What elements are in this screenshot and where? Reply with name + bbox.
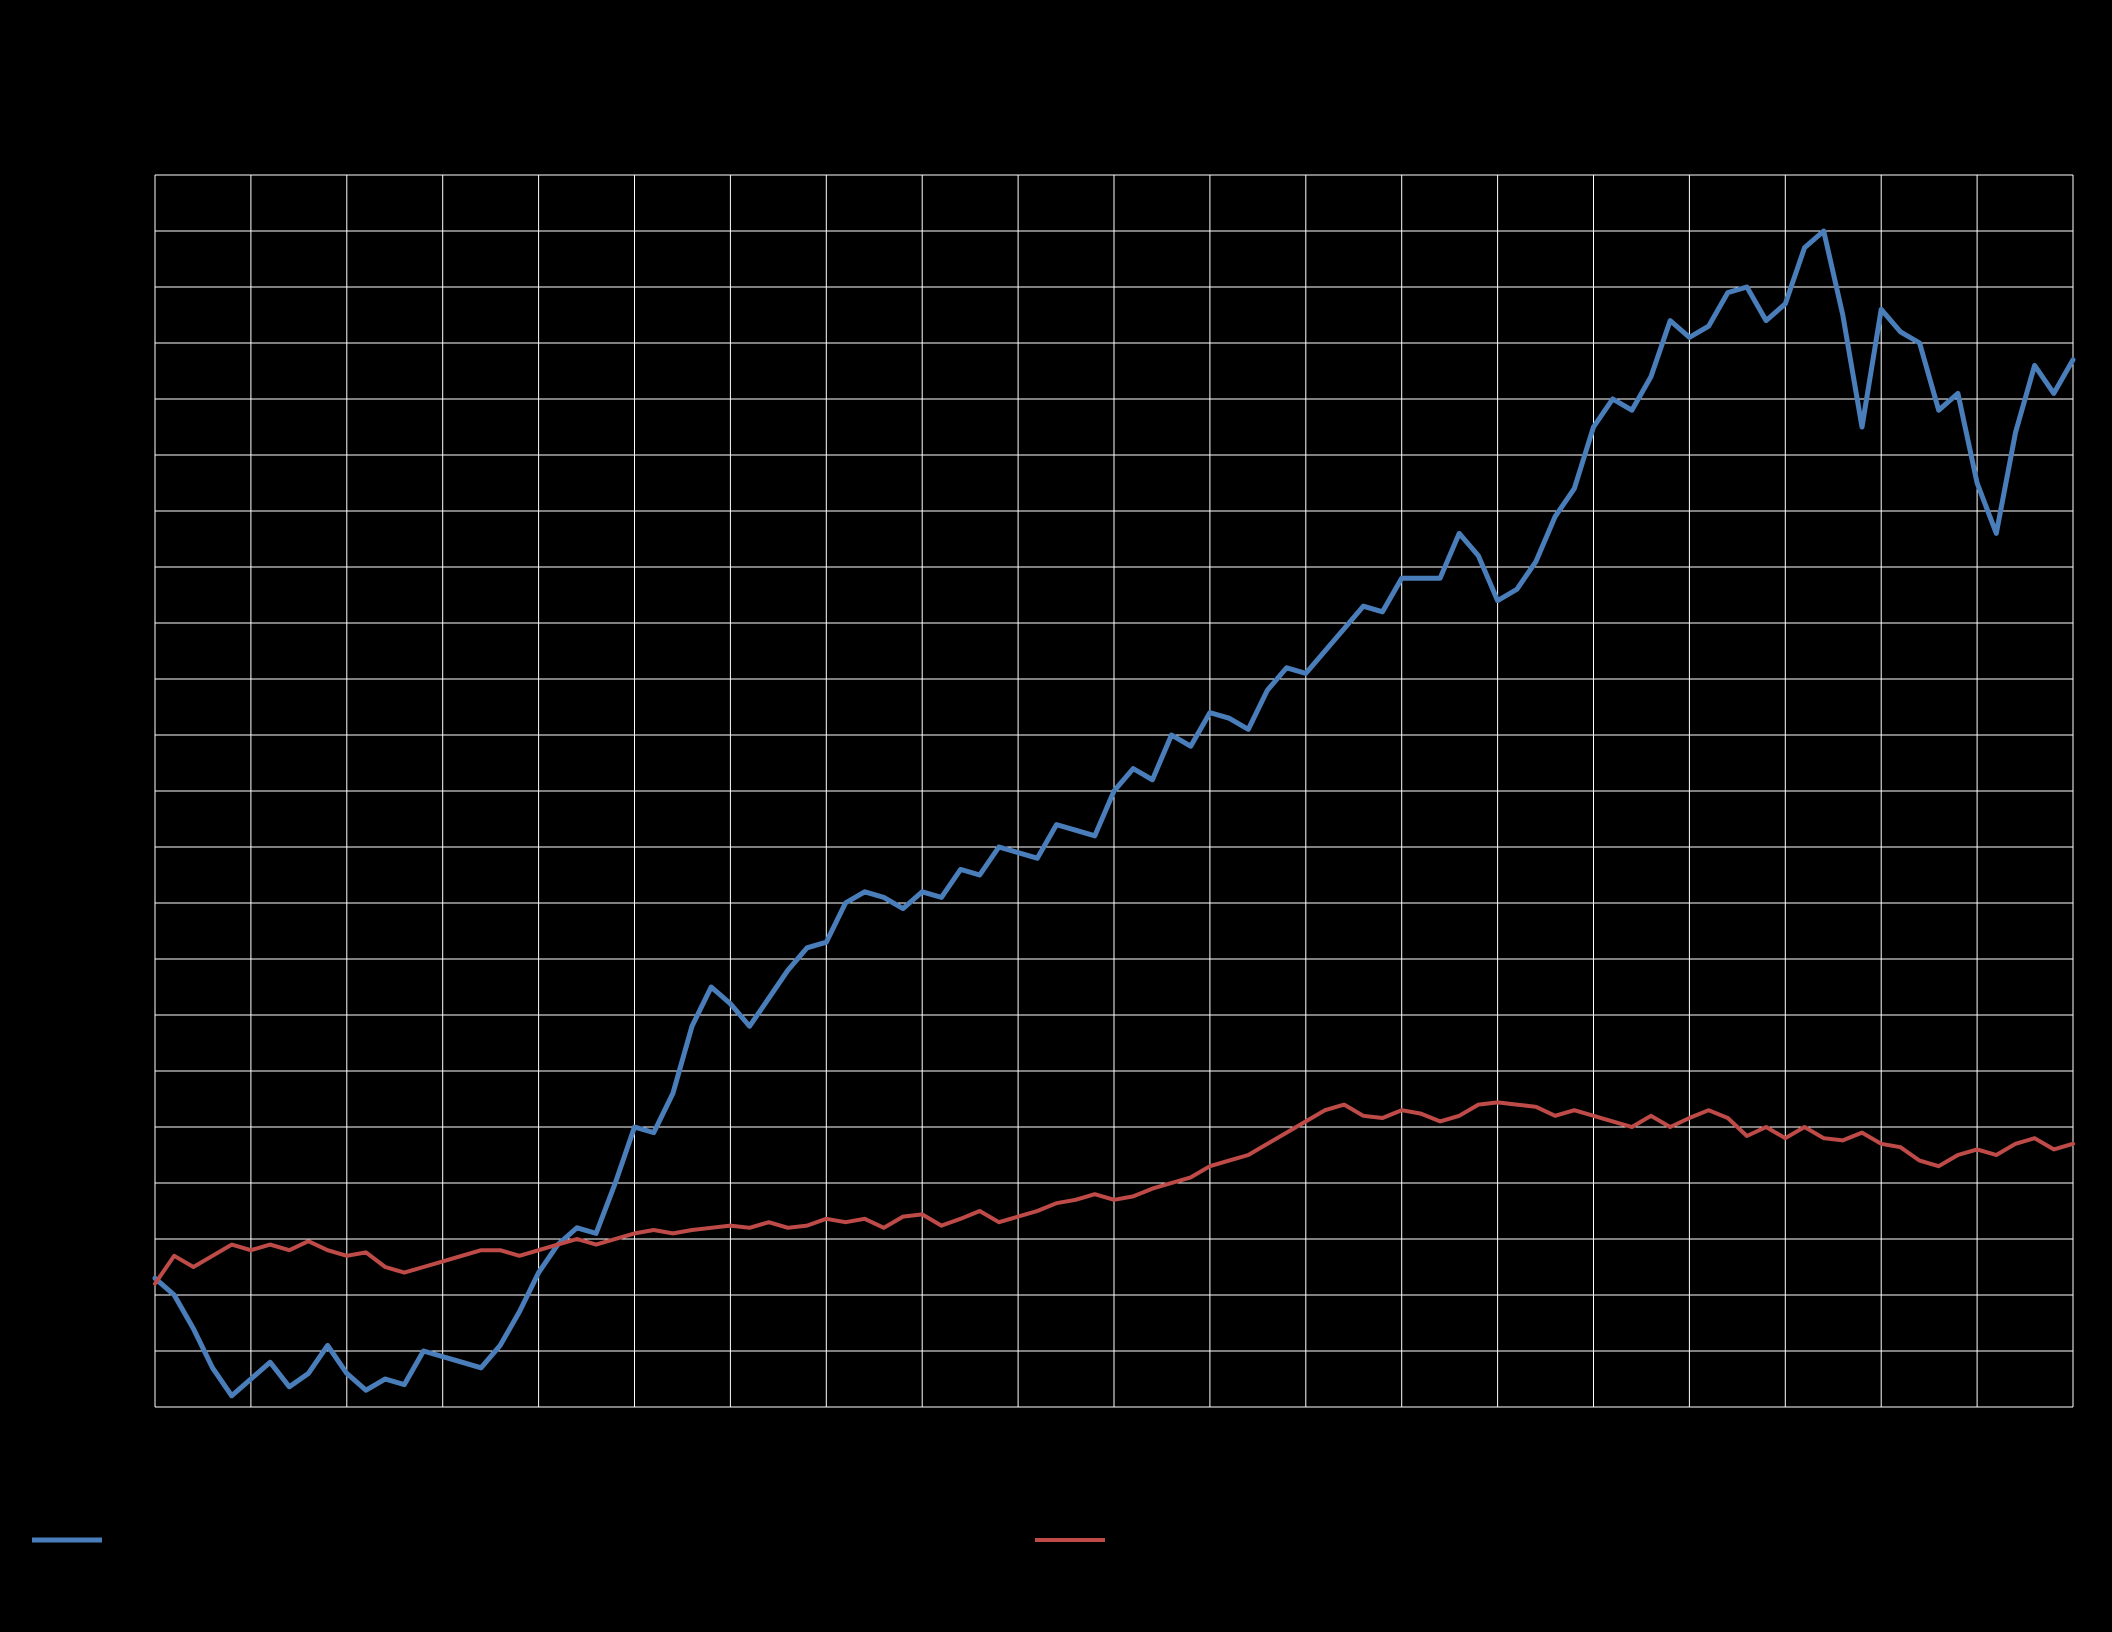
chart-svg — [0, 0, 2112, 1632]
chart-background — [0, 0, 2112, 1632]
chart-canvas — [0, 0, 2112, 1632]
